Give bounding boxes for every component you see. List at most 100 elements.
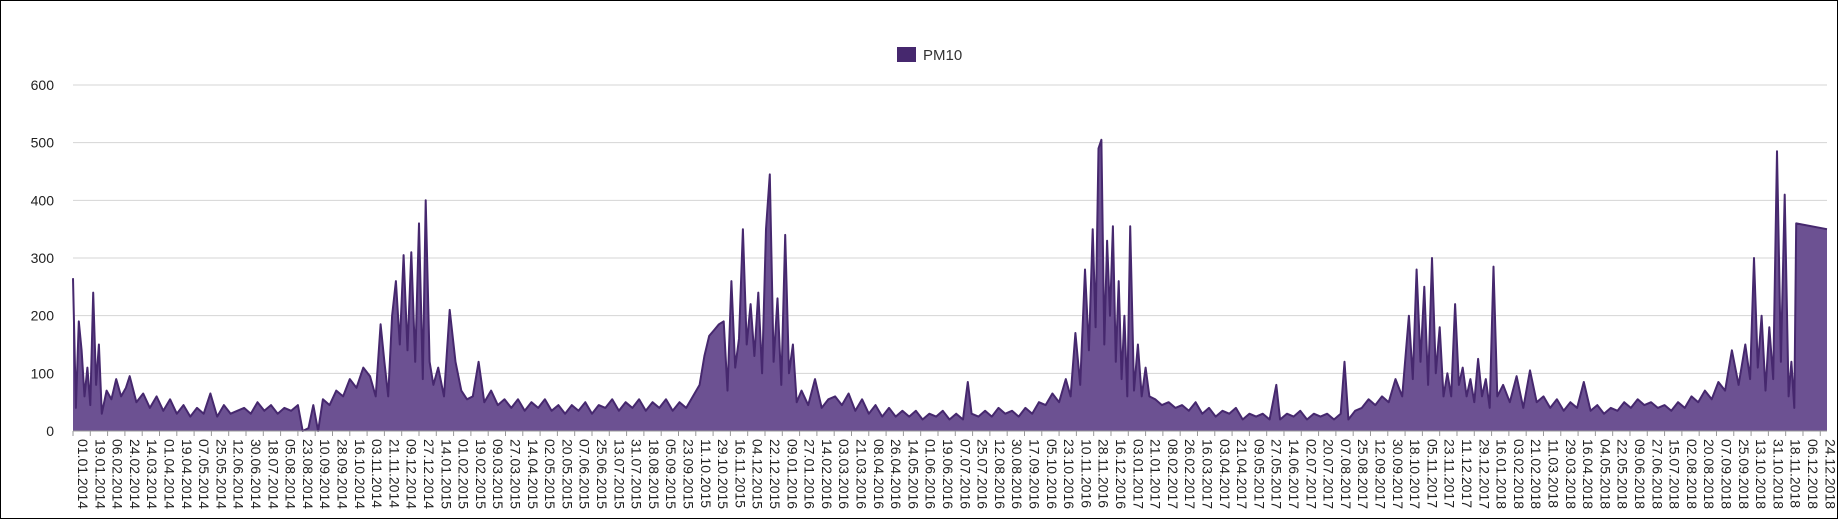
x-tick-label: 30.09.2017 xyxy=(1390,439,1406,509)
x-tick-label: 03.02.2018 xyxy=(1511,439,1527,509)
x-tick-label: 23.11.2017 xyxy=(1442,439,1458,508)
x-tick-label: 29.10.2015 xyxy=(715,439,731,509)
x-tick-label: 16.10.2014 xyxy=(352,439,368,509)
x-tick-label: 31.07.2015 xyxy=(629,439,645,509)
x-tick-label: 28.11.2016 xyxy=(1096,439,1112,508)
x-tick-label: 16.04.2018 xyxy=(1580,439,1596,509)
y-tick-label: 100 xyxy=(31,365,55,381)
x-tick-label: 03.03.2016 xyxy=(836,439,852,509)
y-tick-label: 400 xyxy=(31,192,55,208)
x-tick-label: 18.08.2015 xyxy=(646,439,662,509)
x-tick-label: 30.08.2016 xyxy=(1009,439,1025,509)
x-tick-label: 29.03.2018 xyxy=(1563,439,1579,509)
x-tick-label: 10.11.2016 xyxy=(1078,439,1094,508)
x-tick-label: 13.07.2015 xyxy=(611,439,627,509)
grid-lines xyxy=(73,84,1827,432)
x-tick-label: 08.04.2016 xyxy=(871,439,887,509)
legend-label-pm10: PM10 xyxy=(923,47,962,64)
x-tick-label: 23.10.2016 xyxy=(1061,439,1077,509)
x-tick-label: 25.09.2018 xyxy=(1736,439,1752,509)
y-tick-label: 300 xyxy=(31,250,55,266)
x-tick-label: 23.09.2015 xyxy=(681,439,697,509)
x-tick-label: 13.10.2018 xyxy=(1753,439,1769,509)
x-tick-label: 25.06.2015 xyxy=(594,439,610,509)
x-tick-label: 24.12.2018 xyxy=(1822,439,1837,509)
x-tick-label: 27.03.2015 xyxy=(508,439,524,509)
x-tick-label: 18.07.2014 xyxy=(265,439,281,509)
x-axis-labels: 01.01.2014 19.01.2014 06.02.2014 24.02.2014… xyxy=(72,431,1837,509)
x-tick-label: 19.01.2014 xyxy=(92,439,108,509)
x-tick-label: 27.12.2014 xyxy=(421,439,437,509)
y-axis-labels: 0 100 200 300 400 500 600 xyxy=(31,77,55,439)
x-tick-label: 12.06.2014 xyxy=(231,439,247,509)
x-tick-label: 21.01.2017 xyxy=(1148,439,1164,509)
x-tick-label: 31.10.2018 xyxy=(1770,439,1786,509)
x-tick-label: 19.06.2016 xyxy=(940,439,956,509)
x-tick-label: 14.03.2014 xyxy=(144,439,160,509)
x-tick-label: 11.10.2015 xyxy=(698,439,714,508)
legend-swatch-pm10 xyxy=(897,47,916,62)
x-tick-label: 09.06.2018 xyxy=(1632,439,1648,509)
x-tick-label: 02.05.2015 xyxy=(542,439,558,509)
x-tick-label: 09.12.2014 xyxy=(404,439,420,509)
x-tick-label: 18.10.2017 xyxy=(1407,439,1423,509)
y-tick-label: 600 xyxy=(31,77,55,93)
x-tick-label: 02.08.2018 xyxy=(1684,439,1700,509)
x-tick-label: 01.06.2016 xyxy=(923,439,939,509)
x-tick-label: 16.03.2017 xyxy=(1200,439,1216,509)
x-tick-label: 09.05.2017 xyxy=(1251,439,1267,509)
x-tick-label: 21.11.2014 xyxy=(386,439,402,508)
x-tick-label: 27.05.2017 xyxy=(1269,439,1285,509)
legend[interactable]: PM10 xyxy=(897,47,962,64)
x-tick-label: 26.02.2017 xyxy=(1182,439,1198,509)
x-tick-label: 14.02.2016 xyxy=(819,439,835,509)
x-tick-label: 05.09.2015 xyxy=(663,439,679,509)
x-tick-label: 22.05.2018 xyxy=(1615,439,1631,509)
x-tick-label: 14.04.2015 xyxy=(525,439,541,509)
x-tick-label: 23.08.2014 xyxy=(300,439,316,509)
x-tick-label: 20.07.2017 xyxy=(1321,439,1337,509)
x-tick-label: 07.05.2014 xyxy=(196,439,212,509)
series-line-pm10 xyxy=(72,138,1828,432)
x-tick-label: 03.04.2017 xyxy=(1217,439,1233,509)
x-tick-label: 08.02.2017 xyxy=(1165,439,1181,509)
y-tick-label: 0 xyxy=(46,423,54,439)
x-tick-label: 07.09.2018 xyxy=(1719,439,1735,509)
x-tick-label: 05.10.2016 xyxy=(1044,439,1060,509)
x-tick-label: 25.08.2017 xyxy=(1355,439,1371,509)
x-tick-label: 01.01.2014 xyxy=(75,439,91,509)
y-tick-label: 500 xyxy=(31,135,55,151)
x-tick-label: 14.06.2017 xyxy=(1286,439,1302,509)
x-tick-label: 01.02.2015 xyxy=(456,439,472,509)
x-tick-label: 16.12.2016 xyxy=(1113,439,1129,509)
x-tick-label: 04.12.2015 xyxy=(750,439,766,509)
x-tick-label: 09.01.2016 xyxy=(784,439,800,509)
x-tick-label: 24.02.2014 xyxy=(127,439,143,509)
x-tick-label: 11.03.2018 xyxy=(1546,439,1562,508)
x-tick-label: 09.03.2015 xyxy=(490,439,506,509)
x-tick-label: 04.05.2018 xyxy=(1597,439,1613,509)
x-tick-label: 19.02.2015 xyxy=(473,439,489,509)
series-area-pm10 xyxy=(73,139,1827,432)
x-tick-label: 05.11.2017 xyxy=(1424,439,1440,508)
x-tick-label: 19.04.2014 xyxy=(179,439,195,509)
x-tick-label: 07.07.2016 xyxy=(957,439,973,509)
y-tick-label: 200 xyxy=(31,308,55,324)
x-tick-label: 06.12.2018 xyxy=(1805,439,1821,509)
x-tick-label: 20.05.2015 xyxy=(559,439,575,509)
x-tick-label: 21.02.2018 xyxy=(1528,439,1544,509)
series-layer xyxy=(72,138,1828,432)
x-tick-label: 30.06.2014 xyxy=(248,439,264,509)
x-tick-label: 06.02.2014 xyxy=(110,439,126,509)
x-tick-label: 21.04.2017 xyxy=(1234,439,1250,509)
x-tick-label: 12.09.2017 xyxy=(1373,439,1389,509)
x-tick-label: 03.01.2017 xyxy=(1130,439,1146,509)
x-tick-label: 25.07.2016 xyxy=(975,439,991,509)
x-tick-label: 16.11.2015 xyxy=(732,439,748,508)
x-tick-label: 12.08.2016 xyxy=(992,439,1008,509)
x-tick-label: 05.08.2014 xyxy=(283,439,299,509)
x-tick-label: 15.07.2018 xyxy=(1667,439,1683,509)
x-tick-label: 07.06.2015 xyxy=(577,439,593,509)
